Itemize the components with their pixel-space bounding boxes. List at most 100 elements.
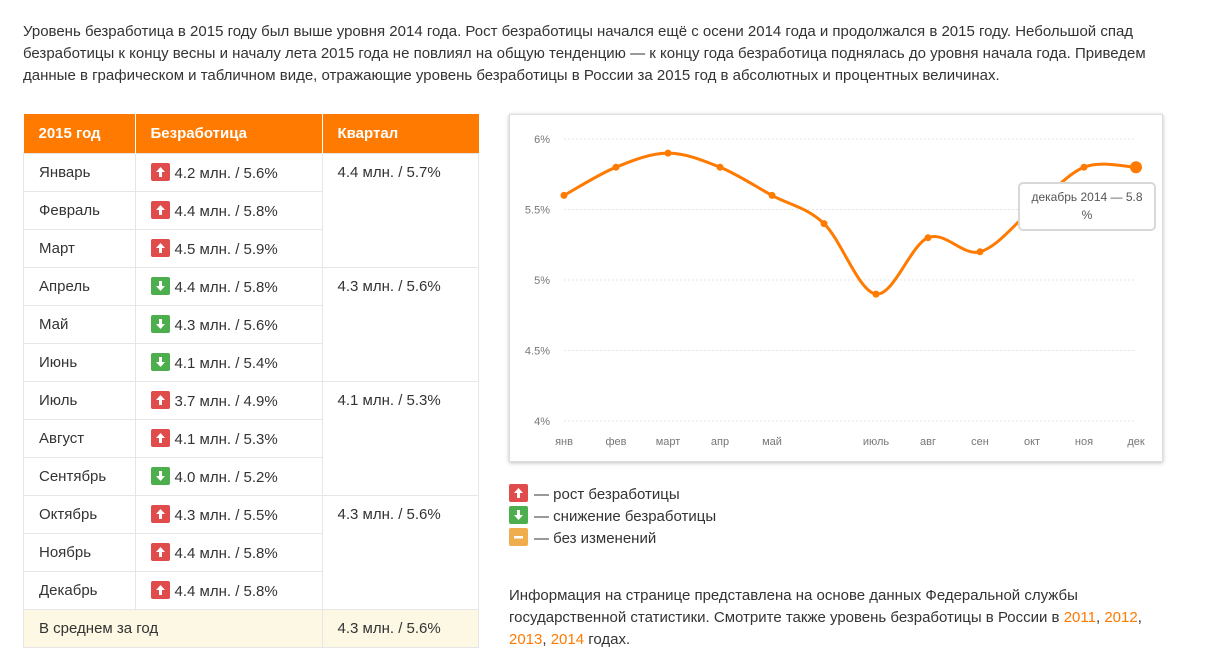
data-point [1130,161,1142,174]
value-text: 4.2 млн. / 5.6% [174,165,278,182]
header-quarter: Квартал [322,114,479,154]
data-point [976,248,984,256]
month-cell: Июнь [23,343,136,382]
data-point [820,220,828,228]
x-tick-label: янв [555,436,573,448]
average-label: В среднем за год [23,609,323,648]
legend-label-flat: — без изменений [534,530,657,547]
link-2011[interactable]: 2011 [1063,609,1096,626]
link-2014[interactable]: 2014 [550,631,585,648]
unemployment-table: 2015 год Безработица Квартал Январь 4.2 м… [23,114,479,648]
value-cell: 4.1 млн. / 5.3% [134,419,323,458]
value-cell: 4.4 млн. / 5.8% [134,191,323,230]
table-row: Январь 4.2 млн. / 5.6% 4.4 млн. / 5.7% [23,153,479,268]
table-row: Февраль 4.4 млн. / 5.8% [23,191,479,230]
value-text: 4.4 млн. / 5.8% [174,583,278,600]
x-tick-label: окт [1024,436,1040,448]
value-text: 4.4 млн. / 5.8% [174,545,278,562]
table-body: Январь 4.2 млн. / 5.6% 4.4 млн. / 5.7% Февр… [23,153,479,648]
table-row: Июль 3.7 млн. / 4.9% 4.1 млн. / 5.3% [23,381,479,496]
month-cell: Ноябрь [23,533,136,572]
value-cell: 4.0 млн. / 5.2% [134,457,323,496]
y-tick-label: 5.5% [525,205,550,217]
y-tick-label: 4% [534,416,550,428]
arrow-up-icon [150,543,170,561]
legend-label-down: — снижение безработицы [534,508,717,525]
info-text: Информация на странице представлена на о… [509,587,1078,626]
value-text: 4.4 млн. / 5.8% [174,279,278,296]
arrow-up-icon [150,391,170,409]
value-cell: 4.2 млн. / 5.6% [134,153,323,192]
line-chart-svg: 6% 5.5% 5% 4.5% 4% янв фев март апр май июль авг сен… [525,134,1145,448]
arrow-down-icon [150,315,170,333]
arrow-up-icon [150,505,170,523]
info-paragraph: Информация на странице представлена на о… [509,587,1142,648]
legend-label-up: — рост безработицы [534,486,680,503]
arrow-up-icon [150,163,170,181]
quarter-cell: 4.3 млн. / 5.6% [321,267,479,382]
average-value: 4.3 млн. / 5.6% [321,609,479,648]
tooltip-line2: % [1081,208,1093,222]
table-row: Октябрь 4.3 млн. / 5.5% 4.3 млн. / 5.6% [23,495,479,610]
value-text: 3.7 млн. / 4.9% [174,393,278,410]
month-cell: Октябрь [23,495,136,534]
unemployment-chart[interactable]: 6% 5.5% 5% 4.5% 4% янв фев март апр май июль авг сен… [509,114,1163,462]
month-cell: Август [23,419,136,458]
x-tick-label: март [656,436,681,448]
data-point [664,149,672,157]
value-text: 4.1 млн. / 5.3% [174,431,278,448]
arrow-down-icon [509,506,528,524]
month-cell: Декабрь [23,571,136,610]
link-2013[interactable]: 2013 [509,631,543,648]
value-text: 4.0 млн. / 5.2% [174,469,278,486]
legend-item-flat: — без изменений [509,528,716,550]
value-text: 4.4 млн. / 5.8% [174,203,278,220]
arrow-up-icon [150,201,170,219]
header-unemployment: Безработица [135,114,323,154]
month-cell: Июль [23,381,136,420]
quarter-cell: 4.4 млн. / 5.7% [321,153,479,268]
data-point [612,163,620,171]
arrow-up-icon [150,581,170,599]
value-text: 4.1 млн. / 5.4% [174,355,278,372]
tooltip-line1: декабрь 2014 — 5.8 [1031,190,1143,204]
dash-icon [509,528,528,546]
x-tick-label: фев [605,436,626,448]
value-cell: 4.3 млн. / 5.6% [134,305,323,344]
value-cell: 4.4 млн. / 5.8% [134,571,323,610]
data-point [716,163,724,171]
table-row: Март 4.5 млн. / 5.9% [23,229,479,268]
x-tick-label: май [762,436,782,448]
x-tick-label: ноя [1075,436,1093,448]
value-cell: 3.7 млн. / 4.9% [134,381,323,420]
data-point [1080,163,1088,171]
value-cell: 4.4 млн. / 5.8% [134,533,323,572]
month-cell: Январь [23,153,136,192]
quarter-cell: 4.1 млн. / 5.3% [321,381,479,496]
legend-item-up: — рост безработицы [509,484,716,506]
chart-tooltip: декабрь 2014 — 5.8 % [1018,182,1156,231]
arrow-down-icon [150,277,170,295]
value-cell: 4.1 млн. / 5.4% [134,343,323,382]
link-2012[interactable]: 2012 [1104,609,1138,626]
y-tick-label: 4.5% [525,346,550,358]
data-point [924,234,932,242]
x-tick-label: июль [863,436,890,448]
table-row: Сентябрь 4.0 млн. / 5.2% [23,457,479,496]
value-text: 4.3 млн. / 5.6% [174,317,278,334]
arrow-up-icon [150,429,170,447]
value-cell: 4.5 млн. / 5.9% [134,229,323,268]
legend-item-down: — снижение безработицы [509,506,716,528]
month-cell: Апрель [23,267,136,306]
table-header-row: 2015 год Безработица Квартал [23,114,479,154]
value-cell: 4.3 млн. / 5.5% [134,495,323,534]
average-row: В среднем за год 4.3 млн. / 5.6% [23,609,479,648]
y-tick-label: 6% [534,134,550,146]
legend: — рост безработицы — снижение безработиц… [509,484,716,550]
data-point [872,290,880,298]
x-tick-label: сен [971,436,989,448]
table-row: Август 4.1 млн. / 5.3% [23,419,479,458]
arrow-down-icon [150,467,170,485]
header-year: 2015 год [23,114,136,154]
value-text: 4.5 млн. / 5.9% [174,241,278,258]
